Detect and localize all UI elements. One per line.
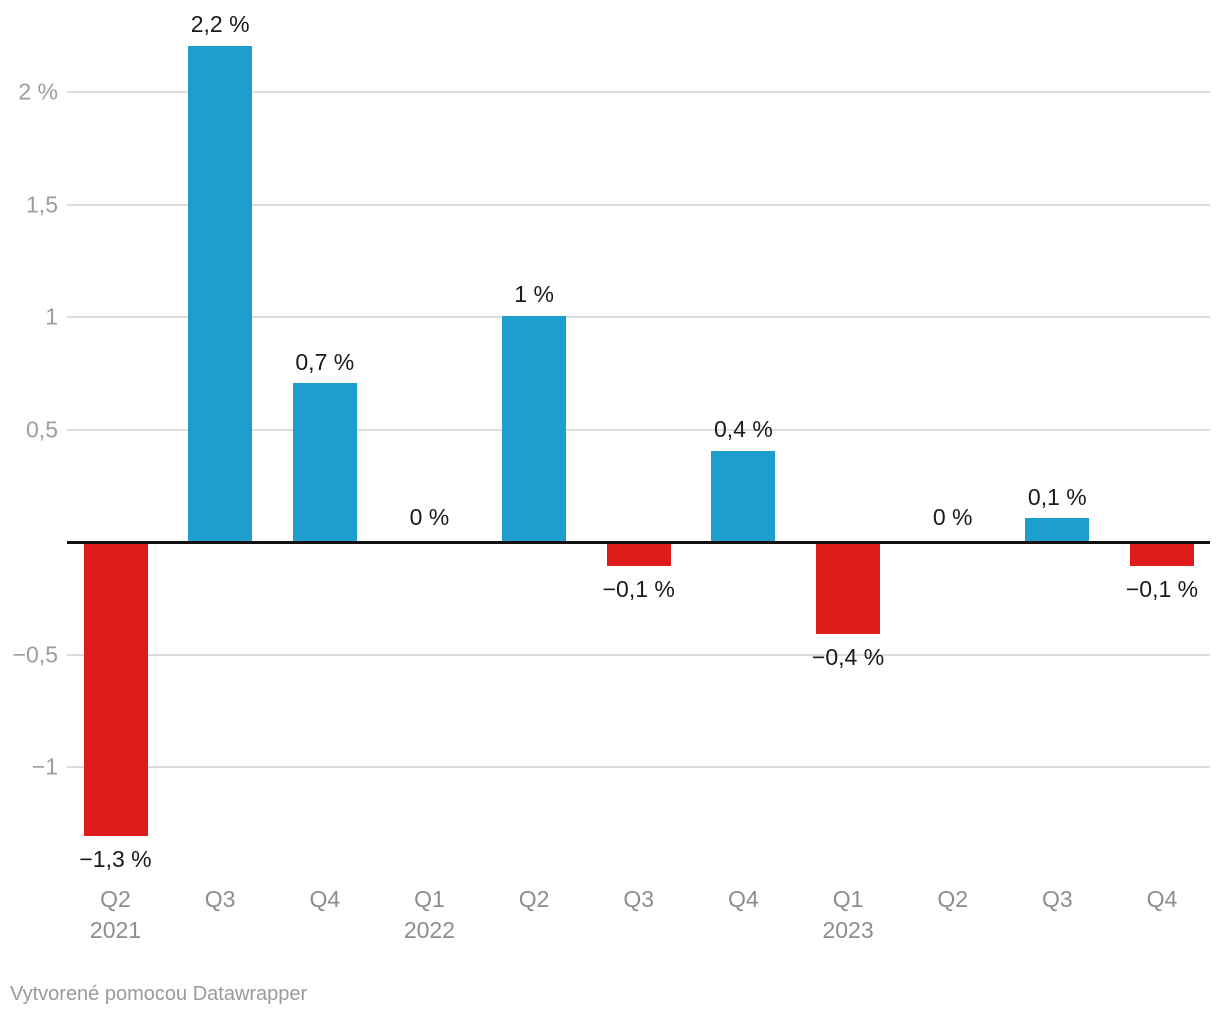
gridline xyxy=(67,428,1210,431)
bar-value-label: 0,7 % xyxy=(295,348,355,375)
gridline xyxy=(67,203,1210,206)
zero-axis-line xyxy=(67,540,1210,544)
bar-value-label: 1 % xyxy=(514,281,554,307)
x-axis-label: Q4 xyxy=(728,886,759,912)
gridline xyxy=(67,316,1210,318)
bar-value-label: −1,3 % xyxy=(79,846,152,872)
y-axis-tick-label: 2 % xyxy=(18,78,58,105)
bar-value-label: −0,1 % xyxy=(1125,576,1199,602)
bar xyxy=(711,450,776,541)
bar xyxy=(816,543,881,634)
x-axis-label: Q1 xyxy=(832,886,864,912)
x-axis-label: Q4 xyxy=(1146,886,1178,912)
y-axis-tick-label: −0,5 xyxy=(12,641,58,667)
bar-value-label: 0 % xyxy=(932,504,973,530)
x-axis-label: Q3 xyxy=(623,886,655,912)
bar-value-label: 0,1 % xyxy=(1027,483,1087,510)
bar xyxy=(1025,518,1090,541)
bar xyxy=(606,543,671,566)
x-axis-label: Q2 xyxy=(518,886,550,912)
bar-value-label: −0,1 % xyxy=(602,576,675,602)
y-axis-tick-label: 1 xyxy=(45,303,58,330)
attribution-text: Vytvorené pomocou Datawrapper xyxy=(10,983,308,1005)
x-axis-label: Q3 xyxy=(204,886,236,912)
gridline xyxy=(67,91,1210,93)
gridline xyxy=(67,766,1210,768)
x-axis-label: Q4 xyxy=(309,886,341,912)
y-axis-tick-label: 1,5 xyxy=(26,191,58,217)
x-axis-label: Q1 xyxy=(414,886,445,912)
bar xyxy=(502,315,567,541)
bar xyxy=(188,45,253,541)
y-axis-tick-label: 0,5 xyxy=(26,416,58,442)
x-axis-year-label: 2023 xyxy=(822,917,874,943)
bar-value-label: 0 % xyxy=(409,504,450,530)
bar xyxy=(83,543,148,836)
x-axis-label: Q3 xyxy=(1042,886,1073,912)
bar-value-label: 0,4 % xyxy=(713,416,773,442)
x-axis-year-label: 2022 xyxy=(403,917,456,943)
x-axis-label: Q2 xyxy=(937,886,969,912)
gridline xyxy=(67,653,1210,656)
bar xyxy=(292,383,357,541)
bar-value-label: −0,4 % xyxy=(811,643,885,670)
x-axis-year-label: 2021 xyxy=(89,917,142,943)
x-axis-label: Q2 xyxy=(100,886,131,912)
bar-value-label: 2,2 % xyxy=(190,11,250,37)
y-axis-tick-label: −1 xyxy=(31,753,58,780)
bar xyxy=(1130,543,1194,566)
